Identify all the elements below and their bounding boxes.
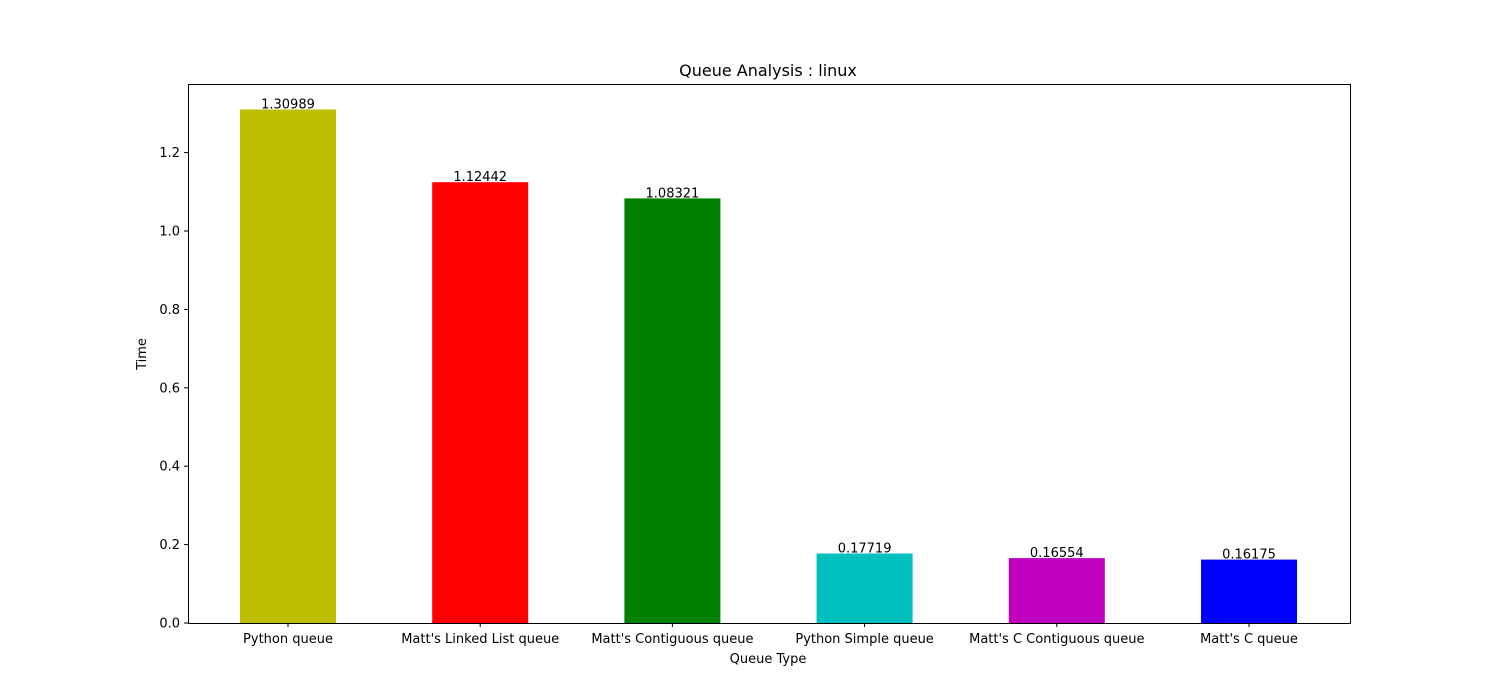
bar [624,198,721,623]
y-tick-label: 0.4 [159,460,180,475]
x-tick-label: Python Simple queue [795,632,933,647]
x-tick-label: Matt's Contiguous queue [591,632,753,647]
y-tick-label: 1.2 [159,146,180,161]
data-label: 1.12442 [453,170,507,185]
y-tick-label: 0.2 [159,538,180,553]
x-axis-ticks: Python queue Matt's Linked List queue Matt… [243,623,1298,647]
y-axis-title: Time [135,338,150,371]
plot-area-frame [188,84,1351,624]
chart-title: Queue Analysis : linux [679,61,857,80]
bar [240,109,336,623]
x-tick-label: Python queue [243,632,333,647]
data-label: 0.17719 [838,542,892,557]
bars-group [240,109,1297,623]
bar [432,182,529,623]
data-label: 1.08321 [646,186,700,201]
data-label: 1.30989 [261,98,315,113]
x-tick-label: Matt's C Contiguous queue [969,632,1144,647]
y-tick-label: 1.0 [159,225,180,240]
bar [1008,558,1105,623]
data-label: 0.16554 [1030,546,1084,561]
x-tick-label: Matt's Linked List queue [401,632,559,647]
data-labels-group: 1.30989 1.12442 1.08321 0.17719 0.16554 0.161… [261,98,1276,563]
bar [1201,559,1297,623]
y-tick-label: 0.8 [159,303,180,318]
y-tick-label: 0.0 [159,617,180,632]
y-tick-label: 0.6 [159,381,180,396]
bar [816,553,913,623]
data-label: 0.16175 [1222,548,1276,563]
x-tick-label: Matt's C queue [1200,632,1298,647]
y-axis-ticks: 0.0 0.2 0.4 0.6 0.8 1.0 1.2 [159,146,188,632]
x-axis-title: Queue Type [730,652,807,667]
